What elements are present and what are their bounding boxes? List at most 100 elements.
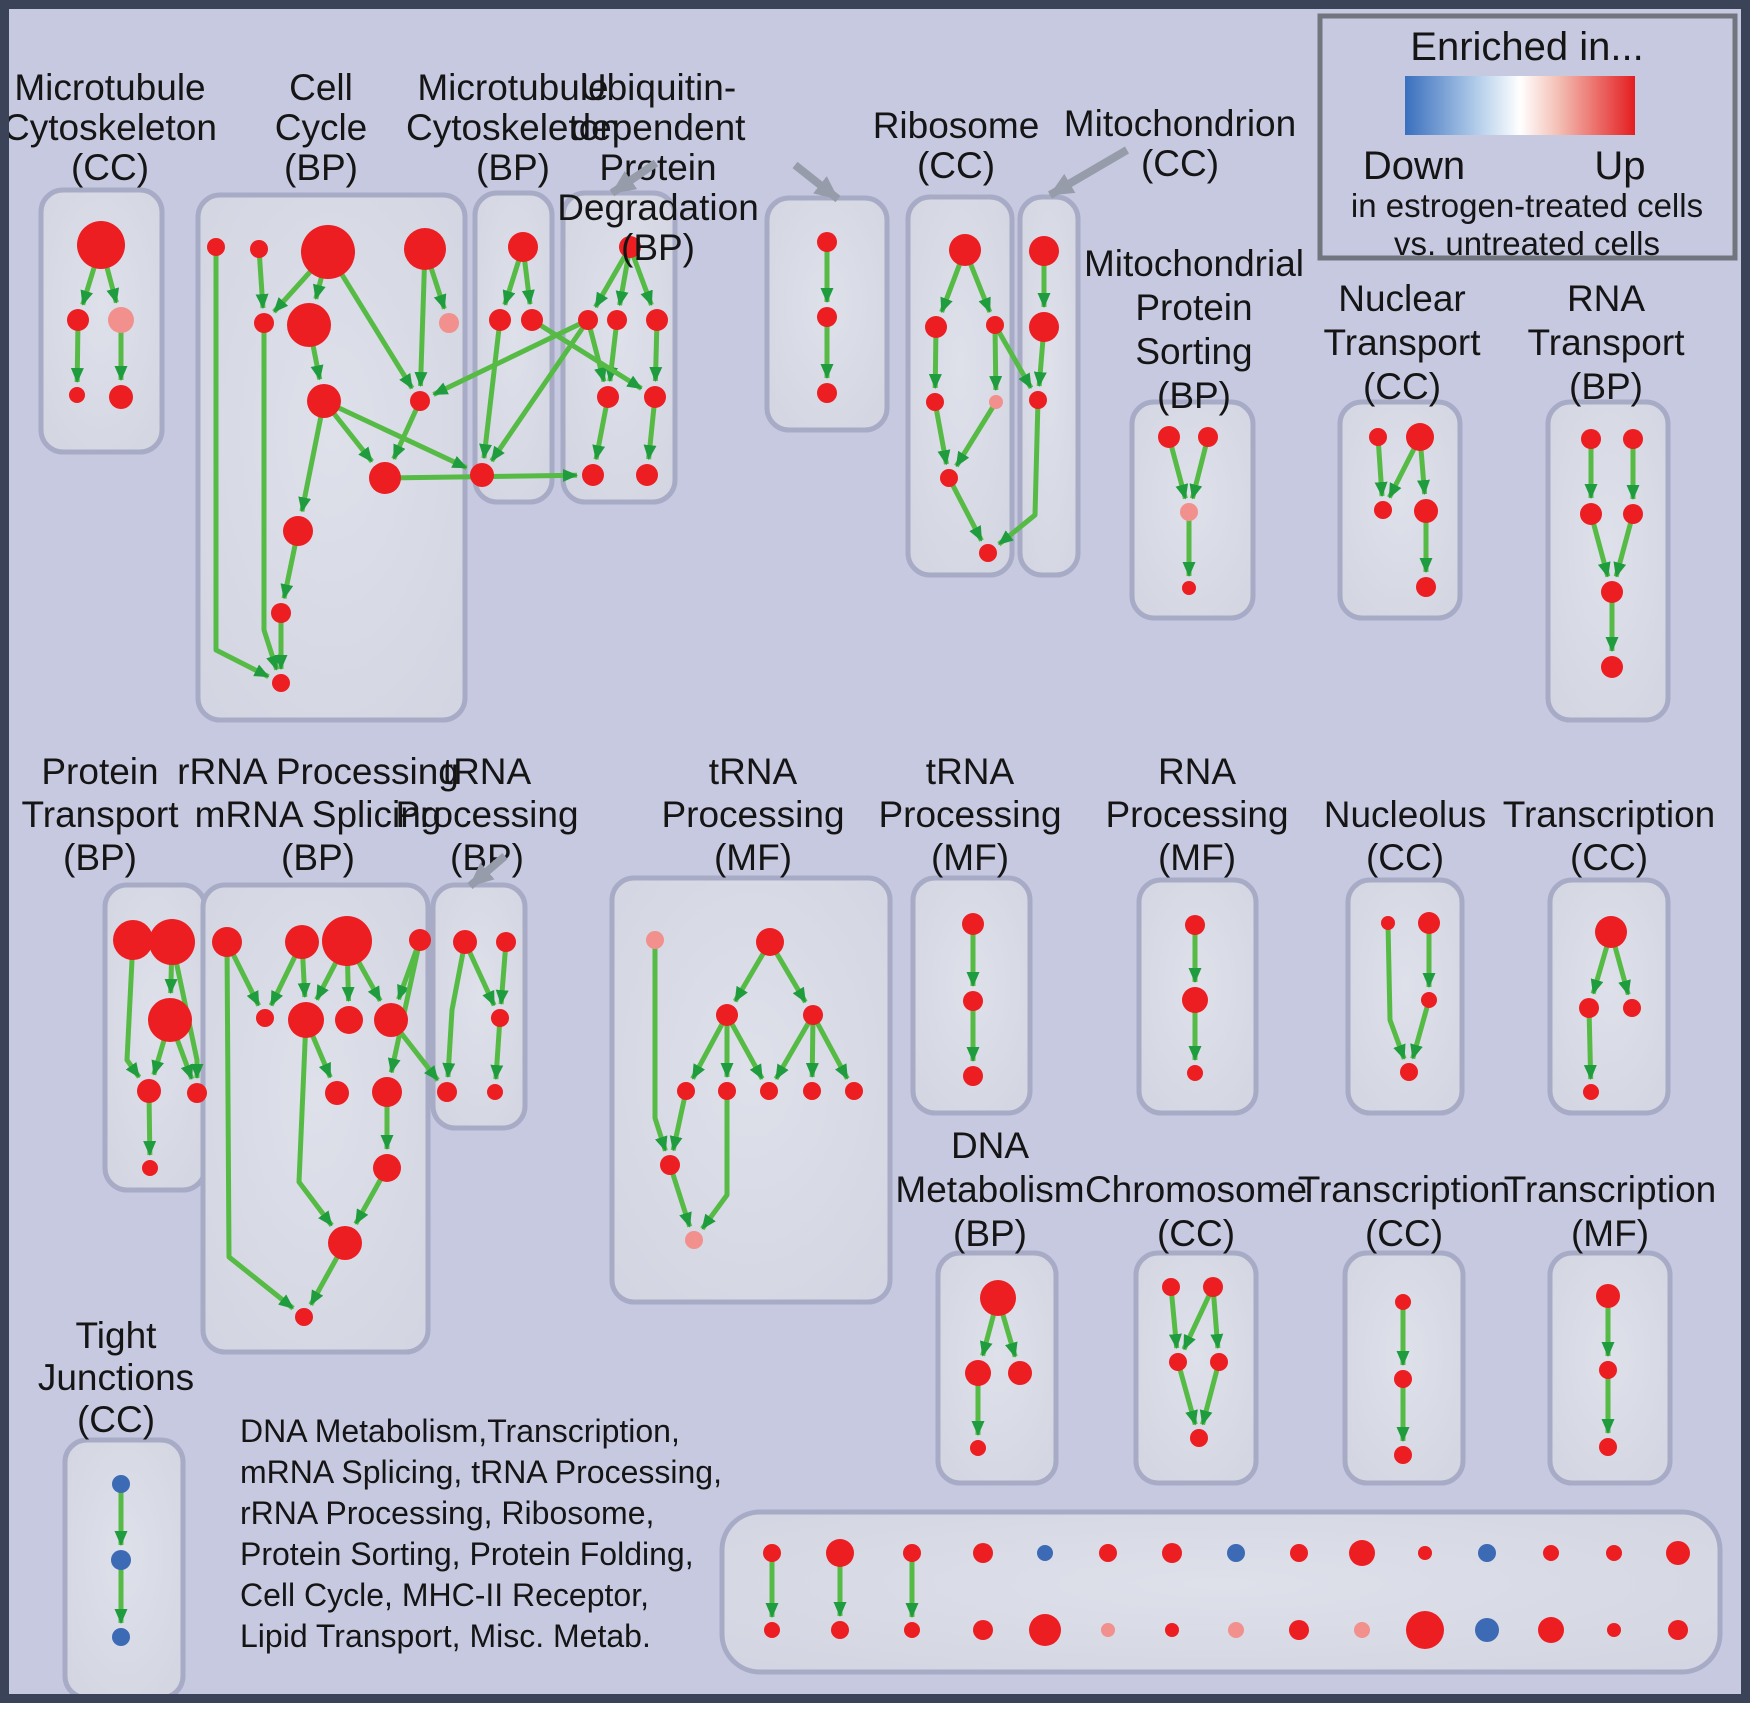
node-summary-11 bbox=[1478, 1544, 1496, 1562]
edge bbox=[1613, 513, 1636, 578]
node-dna-metabolism-3 bbox=[970, 1440, 986, 1456]
node-cell-cycle-1 bbox=[250, 240, 268, 258]
node-trna-mf-2-0 bbox=[962, 913, 984, 935]
category-note: DNA Metabolism,Transcription, mRNA Splic… bbox=[240, 1413, 722, 1654]
node-rrna-mrna-6 bbox=[335, 1006, 363, 1034]
edge bbox=[690, 1013, 730, 1080]
node-dna-metabolism-1 bbox=[965, 1360, 991, 1386]
node-rrna-mrna-5 bbox=[288, 1002, 324, 1038]
cluster-label-mitochondrion-cc: Mitochondrion (CC) bbox=[1064, 103, 1296, 184]
node-rrna-mrna-11 bbox=[328, 1226, 362, 1260]
edge bbox=[932, 401, 951, 466]
node-summary-25 bbox=[1406, 1611, 1444, 1649]
edge bbox=[1374, 436, 1388, 498]
edge bbox=[322, 398, 468, 471]
node-mito-sorting-0 bbox=[1158, 426, 1180, 448]
node-nuclear-transport-3 bbox=[1414, 499, 1438, 523]
edge bbox=[652, 940, 668, 1152]
node-protein-transport-3 bbox=[137, 1079, 161, 1103]
edge bbox=[669, 1090, 689, 1152]
cluster-label-rrna-mrna: rRNA Processing mRNA Splicing (BP) bbox=[177, 751, 459, 878]
node-chromosome-3 bbox=[1210, 1353, 1228, 1371]
edge bbox=[1181, 1285, 1216, 1351]
legend-down-label: Down bbox=[1363, 144, 1465, 188]
node-summary-29 bbox=[1668, 1620, 1688, 1640]
node-rna-transport-1 bbox=[1623, 429, 1643, 449]
edge bbox=[946, 476, 984, 542]
cluster-box-microtubule-bp bbox=[472, 190, 555, 505]
legend: Enriched in... Down Up in estrogen-treat… bbox=[1317, 13, 1738, 262]
node-tight-junctions-0 bbox=[112, 1475, 130, 1493]
edge bbox=[124, 939, 142, 1079]
edge bbox=[997, 399, 1041, 547]
node-summary-16 bbox=[831, 1621, 849, 1639]
edge bbox=[1199, 1361, 1222, 1426]
edge bbox=[1210, 1286, 1224, 1350]
node-trna-mf-1-1 bbox=[756, 928, 784, 956]
cluster-label-microtubule-cc: Microtubule Cytoskeleton (CC) bbox=[3, 67, 217, 188]
edge bbox=[989, 324, 1003, 392]
node-rna-transport-4 bbox=[1601, 581, 1623, 603]
node-rna-transport-3 bbox=[1623, 504, 1643, 524]
node-ribosome-cc-2 bbox=[986, 316, 1004, 334]
node-trna-mf-2-1 bbox=[963, 991, 983, 1011]
node-transcription-cc-2-2 bbox=[1394, 1446, 1412, 1464]
node-rna-transport-0 bbox=[1581, 429, 1601, 449]
edge bbox=[261, 323, 280, 671]
node-ribosome-cc-5 bbox=[940, 469, 958, 487]
cluster-label-transcription-mf: Transcription (MF) bbox=[1504, 1169, 1716, 1254]
node-ribosome-cc-0 bbox=[949, 234, 981, 266]
node-microtubule-cc-1 bbox=[67, 309, 89, 331]
cluster-box-chromosome bbox=[1133, 1250, 1259, 1486]
node-trna-bp-3 bbox=[437, 1082, 457, 1102]
node-summary-27 bbox=[1538, 1617, 1564, 1643]
node-dna-metabolism-2 bbox=[1008, 1361, 1032, 1385]
node-trna-mf-1-6 bbox=[760, 1082, 778, 1100]
cluster-label-nuclear-transport: Nuclear Transport (CC) bbox=[1324, 278, 1482, 407]
node-chromosome-0 bbox=[1162, 1278, 1180, 1296]
node-ubiquitin-bp-2 bbox=[607, 310, 627, 330]
edge bbox=[530, 317, 643, 391]
node-trna-bp-4 bbox=[487, 1084, 503, 1100]
node-trna-bp-1 bbox=[496, 932, 516, 952]
network-clusters: Microtubule Cytoskeleton (CC) Cell Cycle (BP)… bbox=[3, 67, 1723, 1701]
node-rna-processing-mf-1 bbox=[1182, 987, 1208, 1013]
node-summary-26 bbox=[1475, 1618, 1499, 1642]
annotation-arrow-1 bbox=[609, 159, 659, 197]
edge bbox=[414, 248, 428, 388]
layer-gray-arrows bbox=[467, 146, 1130, 890]
node-cell-cycle-9 bbox=[369, 462, 401, 494]
node-cell-cycle-7 bbox=[307, 384, 341, 418]
cluster-label-dna-metabolism: DNA Metabolism (BP) bbox=[895, 1125, 1084, 1254]
cluster-label-protein-transport: Protein Transport (BP) bbox=[22, 751, 180, 878]
node-nuclear-transport-4 bbox=[1416, 577, 1436, 597]
node-ubiquitin-bp-2-0 bbox=[817, 232, 837, 252]
node-ubiquitin-bp-0 bbox=[619, 236, 641, 258]
node-microtubule-cc-2 bbox=[108, 307, 134, 333]
node-mitochondrion-cc-2 bbox=[1029, 391, 1047, 409]
cluster-box-rrna-mrna bbox=[200, 882, 431, 1355]
cluster-label-mito-sorting: Mitochondrial Protein Sorting (BP) bbox=[1084, 243, 1304, 416]
edge bbox=[224, 941, 295, 1311]
annotation-arrow-2 bbox=[792, 161, 841, 203]
cluster-label-tight-junctions: Tight Junctions (CC) bbox=[38, 1315, 194, 1440]
node-trna-mf-1-3 bbox=[803, 1005, 823, 1025]
edge bbox=[1175, 1361, 1198, 1426]
node-trna-bp-2 bbox=[491, 1009, 509, 1027]
node-cell-cycle-6 bbox=[287, 303, 331, 347]
node-summary-24 bbox=[1354, 1622, 1370, 1638]
node-rna-transport-5 bbox=[1601, 656, 1623, 678]
layer-nodes bbox=[67, 221, 1690, 1649]
edge bbox=[1583, 1007, 1597, 1081]
node-rrna-mrna-9 bbox=[372, 1077, 402, 1107]
cluster-label-chromosome: Chromosome (CC) bbox=[1085, 1169, 1307, 1254]
node-protein-transport-4 bbox=[187, 1083, 207, 1103]
node-cell-cycle-8 bbox=[410, 391, 430, 411]
edge bbox=[213, 247, 270, 679]
node-trna-mf-2-2 bbox=[963, 1066, 983, 1086]
node-summary-28 bbox=[1607, 1623, 1621, 1637]
node-ribosome-cc-3 bbox=[926, 393, 944, 411]
edge bbox=[298, 400, 327, 513]
node-cell-cycle-10 bbox=[283, 516, 313, 546]
